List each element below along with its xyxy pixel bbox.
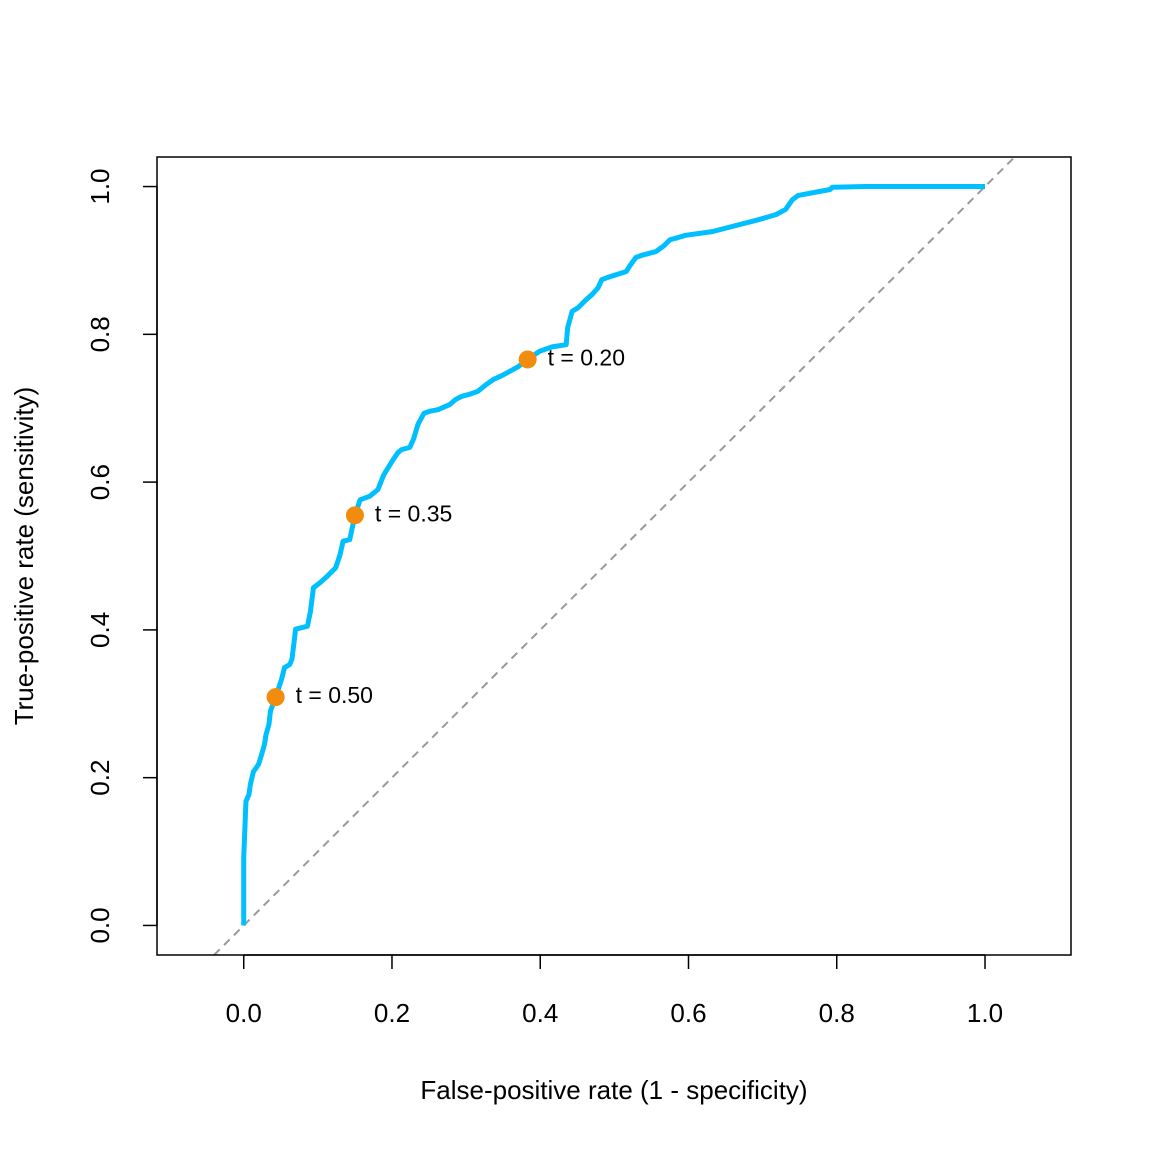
x-axis-label: False-positive rate (1 - specificity) <box>420 1075 807 1105</box>
y-tick-label: 0.0 <box>85 907 115 943</box>
threshold-label: t = 0.50 <box>296 682 373 708</box>
y-tick-label: 0.6 <box>85 464 115 500</box>
threshold-point <box>266 688 285 707</box>
x-tick-label: 0.4 <box>522 998 558 1028</box>
threshold-point <box>518 350 537 369</box>
x-tick-label: 1.0 <box>967 998 1003 1028</box>
x-tick-label: 0.8 <box>819 998 855 1028</box>
x-tick-label: 0.0 <box>226 998 262 1028</box>
threshold-label: t = 0.35 <box>375 500 452 526</box>
y-tick-label: 1.0 <box>85 168 115 204</box>
threshold-point <box>345 506 364 525</box>
x-tick-label: 0.2 <box>374 998 410 1028</box>
y-tick-label: 0.8 <box>85 316 115 352</box>
plot-frame <box>156 156 1072 956</box>
x-tick-label: 0.6 <box>670 998 706 1028</box>
y-tick-label: 0.2 <box>85 760 115 796</box>
roc-curve <box>241 184 986 926</box>
y-tick-label: 0.4 <box>85 612 115 648</box>
threshold-label: t = 0.20 <box>548 345 625 371</box>
y-axis-label: True-positive rate (sensitivity) <box>9 387 39 726</box>
reference-diagonal <box>213 156 1016 956</box>
